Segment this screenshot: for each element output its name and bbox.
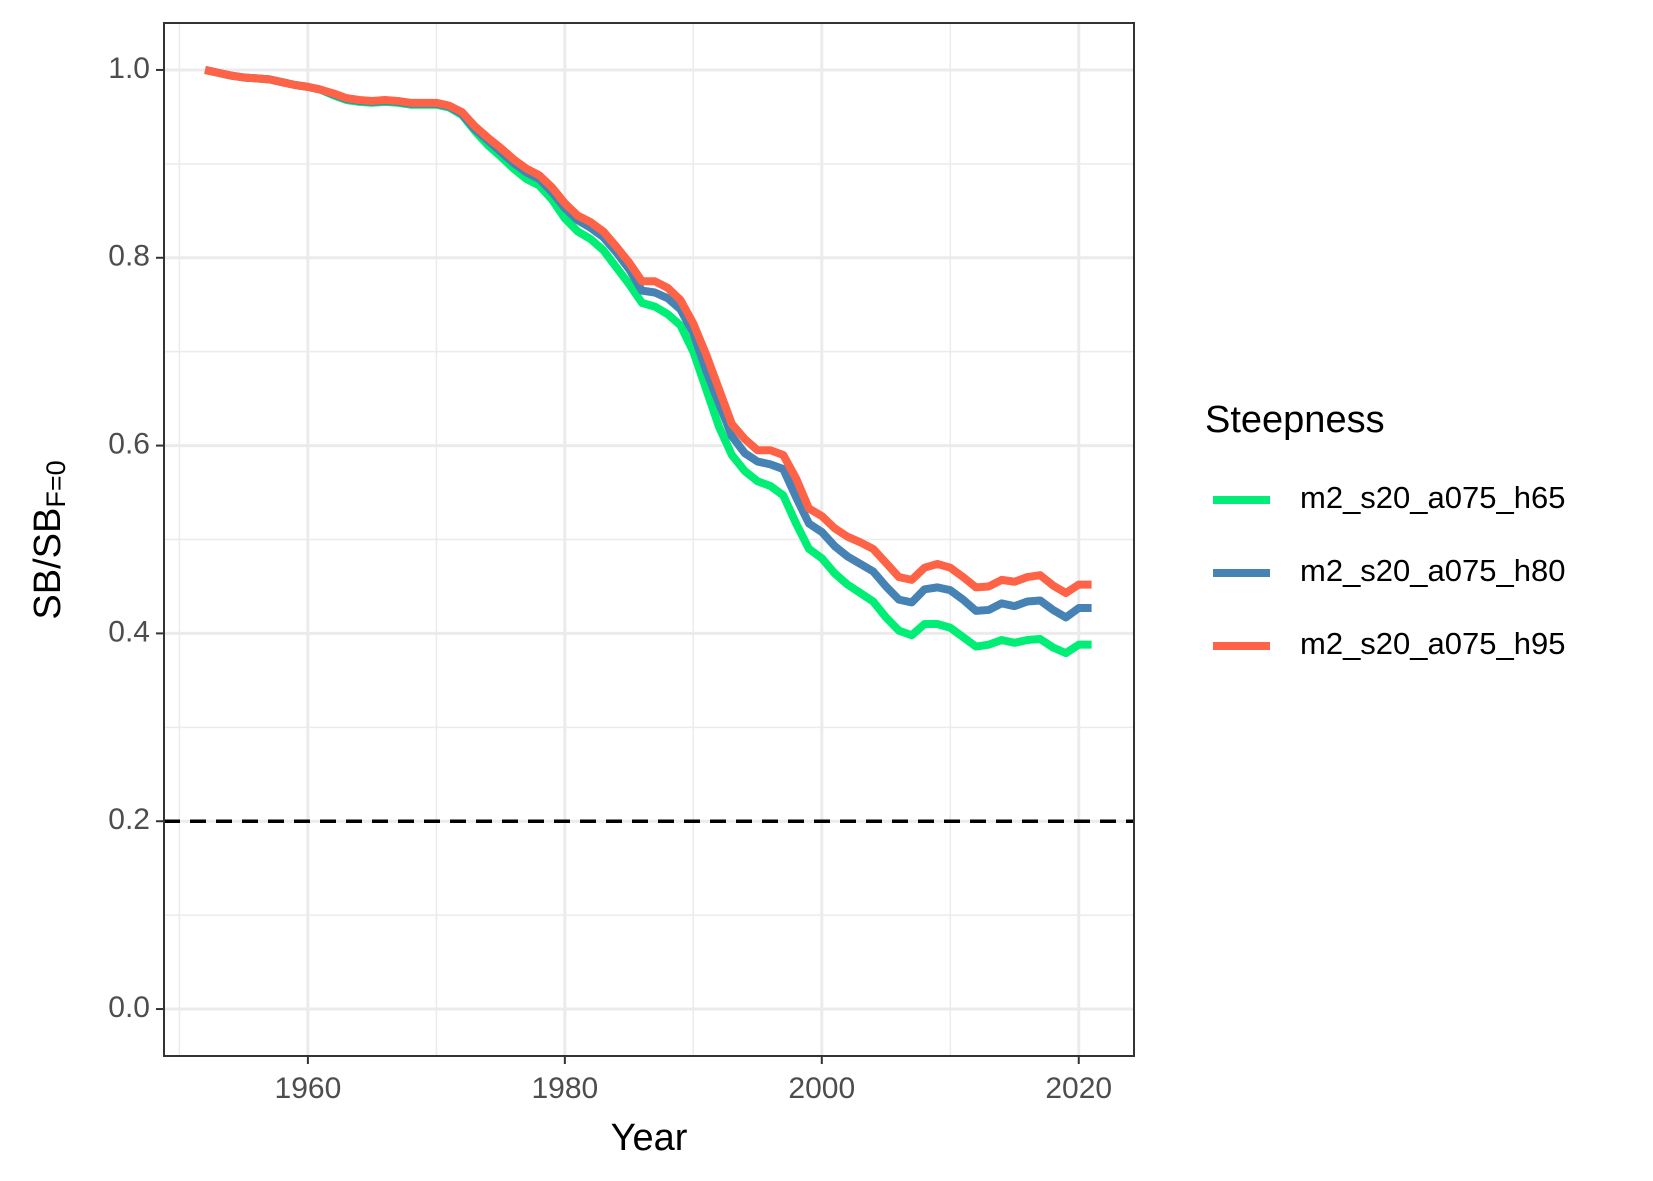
y-axis-title: SB/SBF=0 bbox=[27, 460, 71, 619]
y-tick-label: 0.8 bbox=[108, 240, 150, 273]
y-axis-title-main: SB/SB bbox=[27, 508, 69, 620]
legend-label: m2_s20_a075_h65 bbox=[1300, 480, 1565, 515]
y-tick-label: 0.6 bbox=[108, 428, 150, 461]
line-series bbox=[204, 66, 1092, 622]
x-tick-label: 2020 bbox=[1045, 1072, 1112, 1105]
x-tick-label: 1980 bbox=[531, 1072, 598, 1105]
line-series bbox=[204, 66, 1092, 598]
x-tick-label: 2000 bbox=[788, 1072, 855, 1105]
y-tick-label: 0.4 bbox=[108, 615, 150, 648]
x-tick-label: 1960 bbox=[275, 1072, 342, 1105]
line-series bbox=[204, 66, 1092, 658]
x-axis-title: Year bbox=[611, 1117, 688, 1159]
legend-label: m2_s20_a075_h95 bbox=[1300, 626, 1565, 661]
y-tick-label: 1.0 bbox=[108, 52, 150, 85]
y-tick-label: 0.2 bbox=[108, 803, 150, 836]
legend-title: Steepness bbox=[1205, 399, 1385, 441]
legend-label: m2_s20_a075_h80 bbox=[1300, 553, 1565, 588]
panel-border bbox=[163, 22, 1135, 1057]
y-tick-label: 0.0 bbox=[108, 991, 150, 1024]
y-axis-title-subscript: F=0 bbox=[41, 460, 71, 507]
